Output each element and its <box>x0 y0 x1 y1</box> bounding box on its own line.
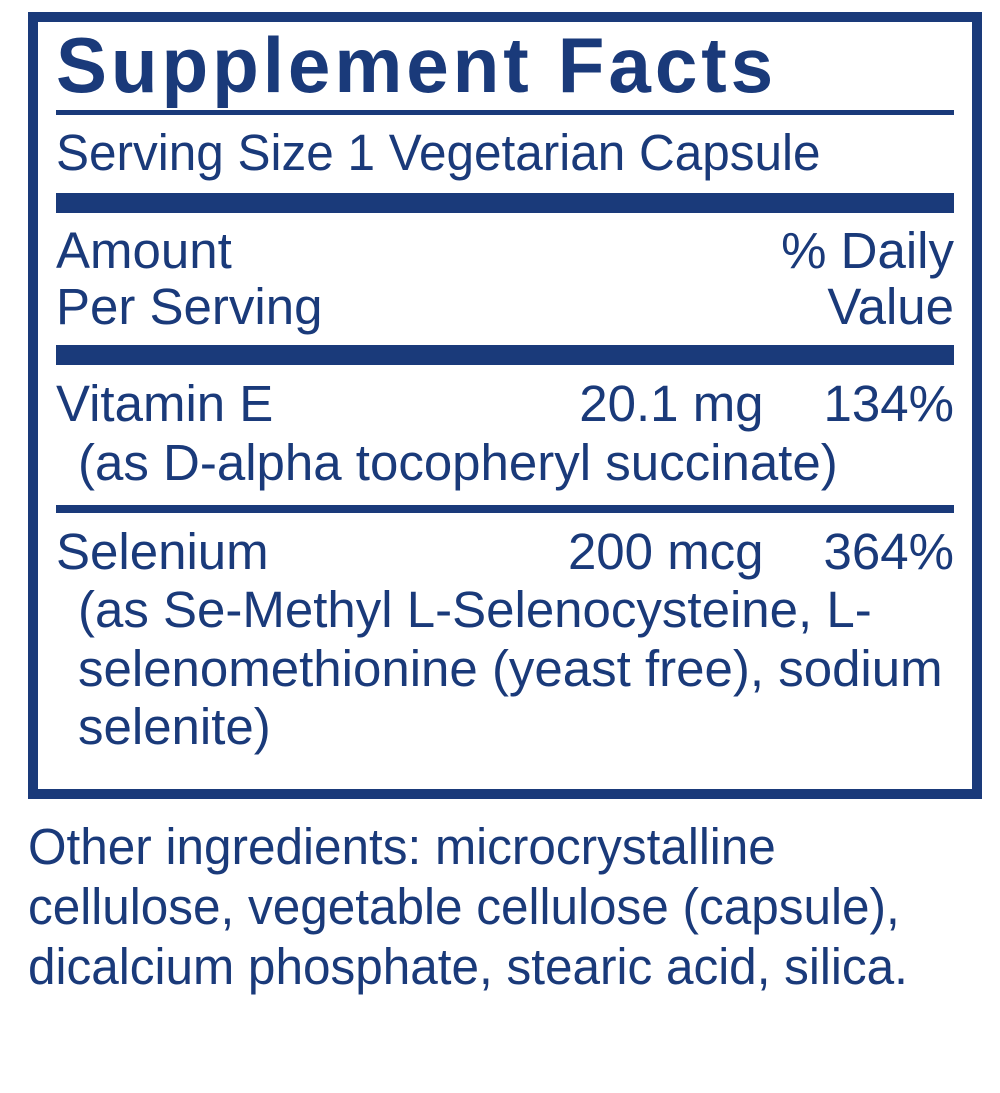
nutrient-row: Selenium 200 mcg 364% <box>56 513 954 582</box>
nutrient-amount: 200 mcg <box>269 523 824 582</box>
nutrient-sub: (as D-alpha tocopheryl succinate) <box>56 434 954 505</box>
nutrient-dv: 364% <box>824 523 954 582</box>
rule <box>56 193 954 213</box>
amount-header-line1: Amount <box>56 223 322 279</box>
panel-title: Supplement Facts <box>56 22 936 110</box>
rule <box>56 505 954 513</box>
serving-size: Serving Size 1 Vegetarian Capsule <box>56 115 927 193</box>
amount-header-line2: Per Serving <box>56 279 322 335</box>
nutrient-row: Vitamin E 20.1 mg 134% <box>56 365 954 434</box>
nutrient-sub: (as Se-Methyl L-Selenocysteine, L-seleno… <box>56 581 954 769</box>
other-ingredients: Other ingredients: microcrystalline cell… <box>28 817 953 998</box>
nutrient-amount: 20.1 mg <box>273 375 823 434</box>
nutrient-name: Selenium <box>56 523 269 582</box>
dv-header-line2: Value <box>781 279 954 335</box>
column-header: Amount Per Serving % Daily Value <box>56 213 954 345</box>
dv-header-line1: % Daily <box>781 223 954 279</box>
nutrient-name: Vitamin E <box>56 375 273 434</box>
rule <box>56 345 954 365</box>
supplement-facts-panel: Supplement Facts Serving Size 1 Vegetari… <box>28 12 982 799</box>
nutrient-dv: 134% <box>824 375 954 434</box>
